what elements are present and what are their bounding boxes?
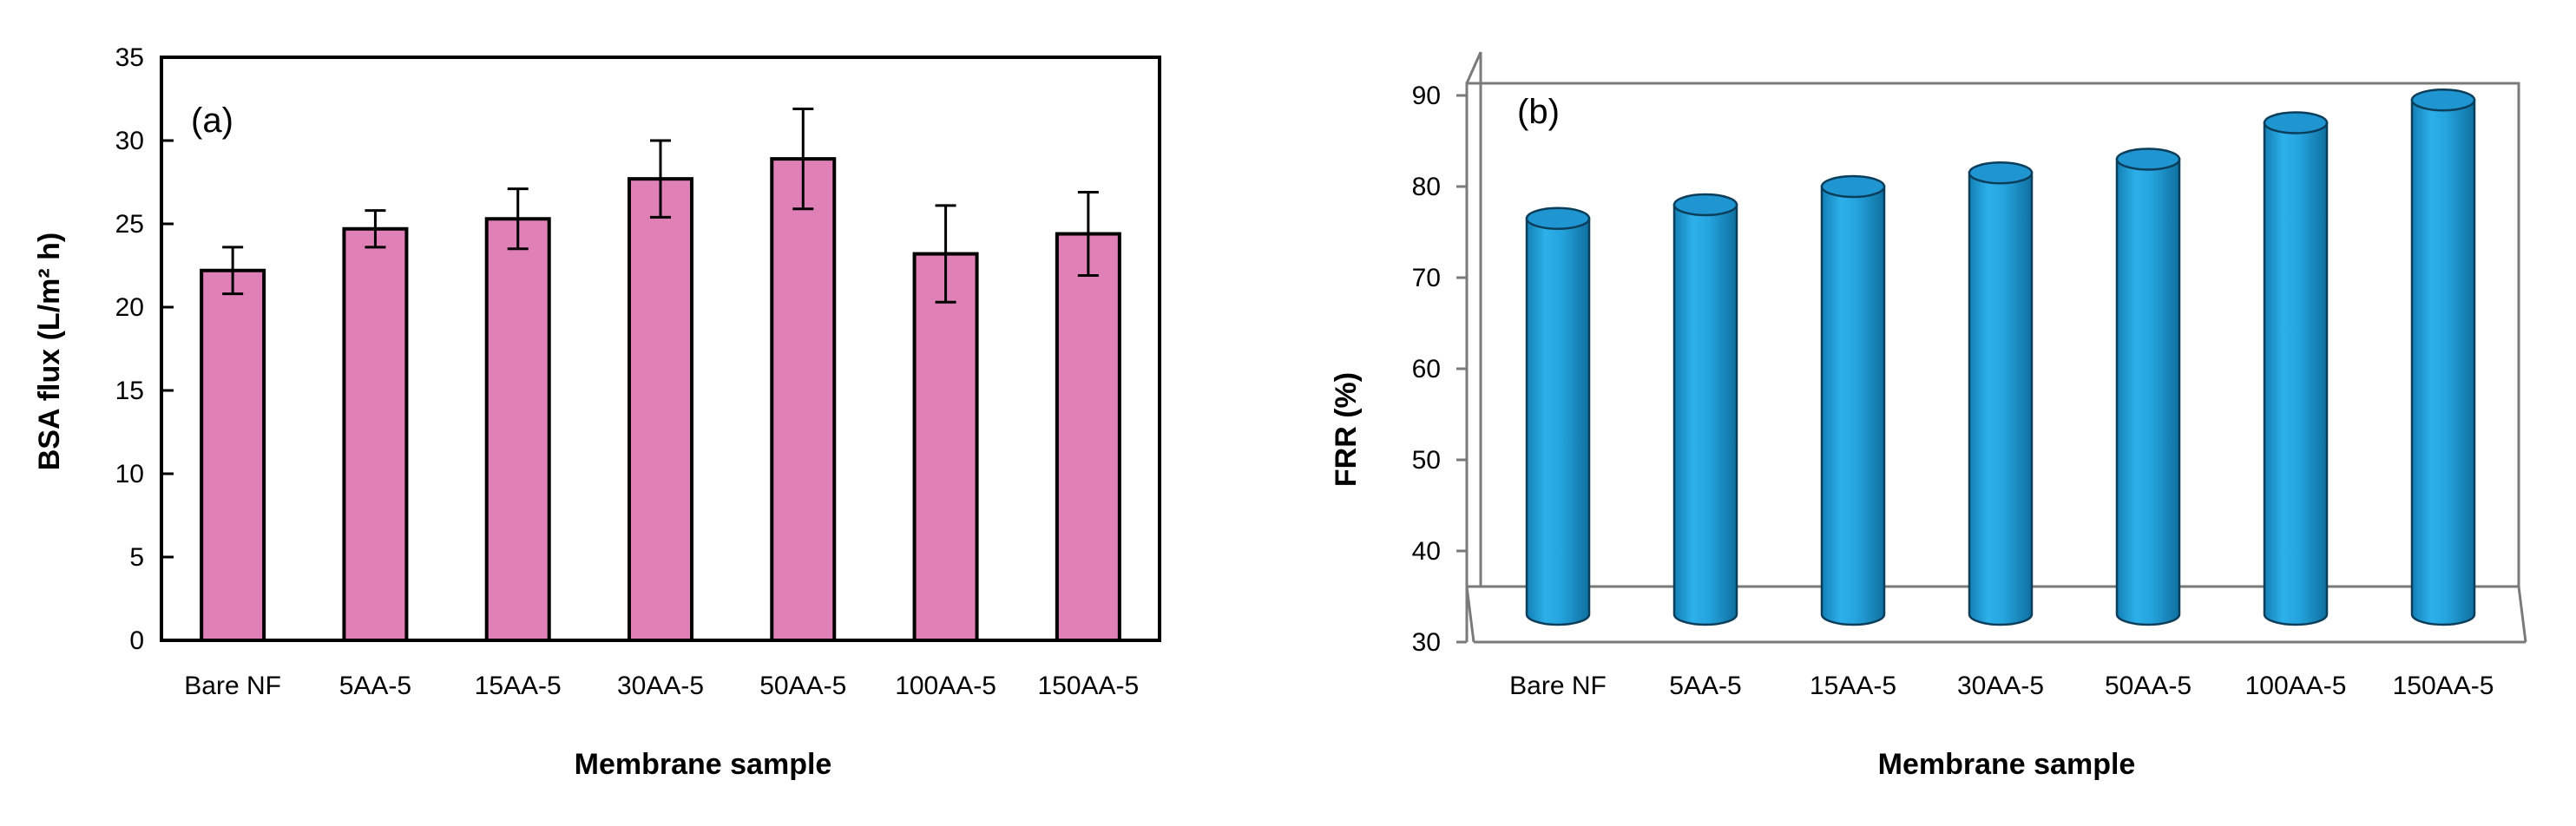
chart-b-cylinder xyxy=(1820,174,1886,626)
chart-a-y-ticks: 0 5 10 15 20 25 30 35 xyxy=(115,43,174,655)
chart-b-cylinders xyxy=(1525,88,2476,626)
chart-a-error-bar xyxy=(507,187,529,251)
chart-b-y-ticks: 30 40 50 60 70 80 90 xyxy=(1412,82,1467,657)
chart-a-x-tick-label: 50AA-5 xyxy=(759,672,846,700)
chart-a-y-tick-label: 25 xyxy=(115,210,144,239)
chart-a-y-tick-label: 5 xyxy=(129,543,144,572)
chart-a-bar xyxy=(484,217,551,643)
chart-b-cylinder xyxy=(2263,111,2329,626)
chart-a-x-tick-label: 30AA-5 xyxy=(617,672,704,700)
chart-a-x-tick-label: Bare NF xyxy=(184,672,281,700)
chart-a-x-tick-labels: Bare NF 5AA-5 15AA-5 30AA-5 50AA-5 100AA-5 150… xyxy=(184,672,1139,700)
chart-b-panel-label: (b) xyxy=(1517,93,1560,131)
chart-a-error-bar xyxy=(935,204,956,304)
chart-a-bar xyxy=(770,157,837,642)
chart-a-x-tick-label: 5AA-5 xyxy=(339,672,411,700)
chart-a-error-bar xyxy=(792,108,814,211)
chart-a-x-axis-label: Membrane sample xyxy=(575,748,832,781)
chart-b-y-axis-label: FRR (%) xyxy=(1330,372,1363,487)
chart-b-x-tick-labels: Bare NF 5AA-5 15AA-5 30AA-5 50AA-5 100AA-5 150… xyxy=(1509,672,2494,700)
chart-a-y-tick-label: 20 xyxy=(115,293,144,322)
chart-a-bar xyxy=(628,177,693,643)
chart-b-y-tick-label: 70 xyxy=(1412,264,1441,292)
chart-a-bars xyxy=(200,157,1121,643)
chart-b-y-tick-label: 30 xyxy=(1412,628,1441,657)
chart-a-error-bar xyxy=(650,139,671,219)
chart-a-error-bar xyxy=(365,209,386,249)
chart-b-y-tick-label: 90 xyxy=(1412,82,1441,110)
chart-b-y-tick-label: 50 xyxy=(1412,446,1441,475)
chart-b-cylinder xyxy=(1672,193,1738,626)
chart-a-y-tick-label: 35 xyxy=(115,43,144,72)
chart-b-cylinder xyxy=(1968,161,2034,626)
chart-a-bar xyxy=(200,268,266,642)
chart-a-x-tick-label: 150AA-5 xyxy=(1037,672,1139,700)
chart-a-panel-label: (a) xyxy=(191,102,233,140)
chart-a-bar xyxy=(1055,232,1121,642)
chart-b-y-tick-label: 80 xyxy=(1412,173,1441,201)
chart-a-error-bars xyxy=(222,108,1099,304)
chart-b-cylinder xyxy=(1525,206,1591,626)
chart-a-x-tick-label: 15AA-5 xyxy=(475,672,562,700)
chart-b-x-tick-label: 50AA-5 xyxy=(2105,672,2192,700)
chart-a-y-axis-label: BSA flux (L/m² h) xyxy=(33,233,66,471)
chart-a: 0 5 10 15 20 25 30 35 Bare NF 5AA-5 15AA-5 30AA-5 5… xyxy=(33,43,1161,781)
chart-b-cylinder xyxy=(2410,88,2476,626)
chart-b-cylinder xyxy=(2115,148,2181,626)
chart-a-error-bar xyxy=(1077,191,1099,278)
chart-b-x-tick-label: Bare NF xyxy=(1509,672,1607,700)
chart-a-x-tick-label: 100AA-5 xyxy=(895,672,996,700)
chart-b-x-tick-label: 5AA-5 xyxy=(1669,672,1741,700)
chart-b-x-tick-label: 30AA-5 xyxy=(1957,672,2044,700)
chart-a-bar xyxy=(342,226,409,642)
chart-a-y-tick-label: 0 xyxy=(129,626,144,655)
chart-b-y-tick-label: 40 xyxy=(1412,537,1441,566)
chart-b-x-tick-label: 100AA-5 xyxy=(2245,672,2347,700)
chart-a-y-tick-label: 30 xyxy=(115,127,144,155)
chart-b-x-axis-label: Membrane sample xyxy=(1878,748,2136,781)
chart-a-y-tick-label: 10 xyxy=(115,460,144,488)
chart-b: 30 40 50 60 70 80 90 Bare NF 5AA-5 15AA-5 30AA-5 5… xyxy=(1330,51,2527,781)
chart-b-x-tick-label: 15AA-5 xyxy=(1810,672,1896,700)
chart-a-bar xyxy=(912,252,979,642)
chart-a-y-tick-label: 15 xyxy=(115,377,144,405)
chart-b-y-tick-label: 60 xyxy=(1412,355,1441,384)
chart-a-error-bar xyxy=(222,246,244,296)
chart-b-x-tick-label: 150AA-5 xyxy=(2393,672,2494,700)
